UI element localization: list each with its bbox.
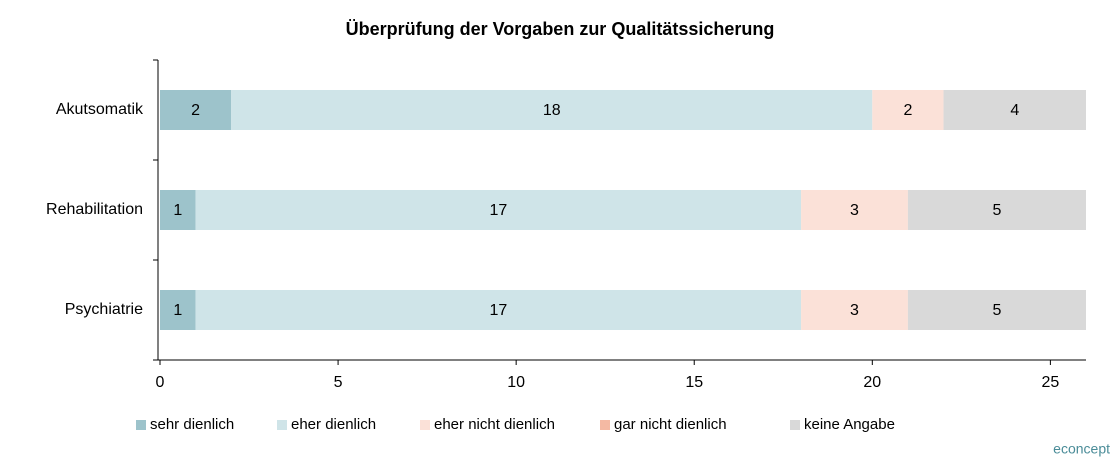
x-tick-label: 25 [1041,374,1059,391]
chart-title: Überprüfung der Vorgaben zur Qualitätssi… [346,19,775,39]
legend-swatch [277,420,287,430]
bar-segment [231,90,873,130]
data-label: 17 [489,302,507,319]
source: econcept [1053,441,1110,457]
data-label: 1 [173,302,182,319]
bar-segment [872,90,944,130]
x-tick-label: 5 [334,374,343,391]
bar-segment [195,190,802,230]
data-label: 2 [191,102,200,119]
legend-swatch [600,420,610,430]
legend-swatch [136,420,146,430]
data-label: 5 [993,302,1002,319]
data-label: 2 [903,102,912,119]
legend-label: keine Angabe [804,416,895,433]
y-tick-label: Akutsomatik [56,101,144,118]
data-label: 3 [850,202,859,219]
bar-segment [160,90,232,130]
x-tick-label: 0 [156,374,165,391]
x-tick-label: 20 [863,374,881,391]
legend-swatch [790,420,800,430]
bar-segment [195,290,802,330]
legend-label: gar nicht dienlich [614,416,727,433]
bar-segment [943,90,1086,130]
bar-segment [801,290,908,330]
bar-segment [907,190,1086,230]
x-tick-label: 15 [685,374,703,391]
bar-segment [160,190,196,230]
legend-swatch [420,420,430,430]
bar-segment [907,290,1086,330]
y-tick-label: Psychiatrie [65,301,143,318]
x-tick-label: 10 [507,374,525,391]
data-label: 4 [1010,102,1019,119]
data-label: 17 [489,202,507,219]
bar-segment [801,190,908,230]
data-label: 1 [173,202,182,219]
legend-label: sehr dienlich [150,416,234,433]
data-label: 3 [850,302,859,319]
data-label: 5 [993,202,1002,219]
data-label: 18 [543,102,561,119]
bar-segment [160,290,196,330]
legend-label: eher dienlich [291,416,376,433]
legend-label: eher nicht dienlich [434,416,555,433]
y-tick-label: Rehabilitation [46,201,143,218]
